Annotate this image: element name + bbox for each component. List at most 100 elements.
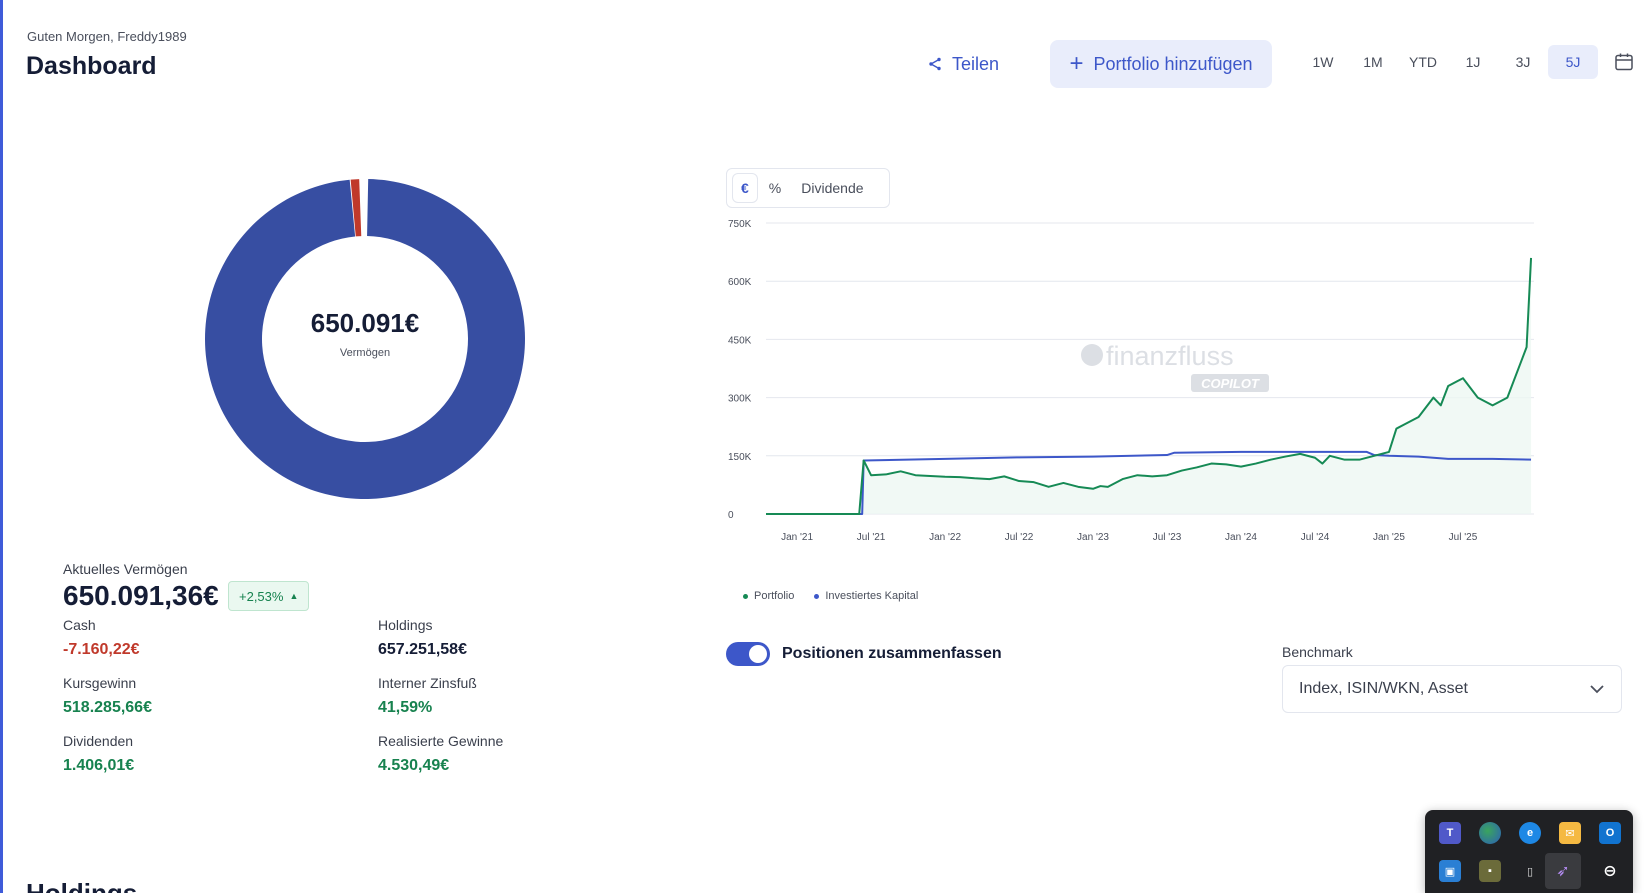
minus-circle-icon[interactable]: ⊖ xyxy=(1603,863,1617,880)
edge-icon[interactable]: e xyxy=(1519,822,1541,844)
allocation-donut-chart xyxy=(204,179,525,499)
x-tick-label: Jul '21 xyxy=(857,532,886,543)
stat-value: -7.160,22€ xyxy=(63,641,140,658)
benchmark-select[interactable]: Index, ISIN/WKN, Asset xyxy=(1282,665,1622,713)
stat-price-gain: Kursgewinn 518.285,66€ xyxy=(63,675,152,717)
merge-positions-row: Positionen zusammenfassen xyxy=(726,642,1002,666)
range-tab-3j[interactable]: 3J xyxy=(1515,54,1531,70)
plus-icon: + xyxy=(1069,50,1084,77)
donut-slice-holdings[interactable] xyxy=(204,179,525,499)
calendar-icon[interactable] xyxy=(1614,52,1634,72)
stat-label: Cash xyxy=(63,617,96,633)
chart-mode-toggle: € % Dividende xyxy=(726,168,890,208)
range-tab-1m[interactable]: 1M xyxy=(1363,54,1383,70)
greeting-text: Guten Morgen, Freddy1989 xyxy=(27,29,187,44)
legend-label: Portfolio xyxy=(754,590,795,602)
merge-positions-label: Positionen zusammenfassen xyxy=(782,645,1002,662)
add-portfolio-button[interactable]: + Portfolio hinzufügen xyxy=(1050,40,1272,88)
series-line-portfolio[interactable] xyxy=(766,257,1533,515)
donut-total-label: Vermögen xyxy=(339,347,391,359)
browser-icon[interactable] xyxy=(1479,822,1501,844)
series-line-investiertes-kapital[interactable] xyxy=(766,450,1532,515)
range-tab-1j[interactable]: 1J xyxy=(1465,54,1481,70)
x-tick-label: Jul '23 xyxy=(1153,532,1182,543)
x-tick-label: Jan '23 xyxy=(1077,532,1109,543)
x-tick-label: Jan '25 xyxy=(1373,532,1405,543)
mail-icon[interactable]: ✉ xyxy=(1559,822,1581,844)
donut-total-value: 650.091€ xyxy=(310,308,420,338)
legend-label: Investiertes Kapital xyxy=(825,590,919,602)
left-accent-bar xyxy=(0,0,3,893)
change-value: +2,53% xyxy=(239,588,284,604)
stat-label: Kursgewinn xyxy=(63,675,137,691)
x-tick-label: Jul '24 xyxy=(1301,532,1330,543)
triangle-up-icon: ▲ xyxy=(289,591,299,601)
holdings-section-heading: Holdings xyxy=(26,878,138,893)
watermark-sub: COPILOT xyxy=(1201,376,1260,391)
stat-realized-gains: Realisierte Gewinne 4.530,49€ xyxy=(378,733,503,775)
benchmark-placeholder: Index, ISIN/WKN, Asset xyxy=(1299,680,1468,697)
stat-irr: Interner Zinsfuß 41,59% xyxy=(378,675,477,717)
change-badge: +2,53% ▲ xyxy=(228,581,310,611)
watermark-logo-icon xyxy=(1081,344,1103,366)
outlook-icon[interactable]: O xyxy=(1599,822,1621,844)
legend-item-invested[interactable]: Investiertes Kapital xyxy=(814,590,918,602)
donut-center: 650.091€ Vermögen xyxy=(204,308,526,359)
y-tick-label: 150K xyxy=(728,452,752,463)
current-wealth-label: Aktuelles Vermögen xyxy=(63,561,188,577)
photos-icon[interactable]: ▪ xyxy=(1479,860,1501,882)
share-button[interactable]: Teilen xyxy=(928,46,999,82)
watermark-badge xyxy=(1191,374,1269,392)
chevron-down-icon xyxy=(1590,685,1604,694)
range-tab-ytd[interactable]: YTD xyxy=(1409,54,1437,70)
portfolio-area xyxy=(766,257,1532,514)
stat-value: 41,59% xyxy=(378,699,433,716)
stat-value: 518.285,66€ xyxy=(63,699,152,716)
legend-item-portfolio[interactable]: Portfolio xyxy=(743,590,794,602)
time-range-tabs: 1W 1M YTD 1J 3J 5J xyxy=(1298,45,1598,79)
switch-knob xyxy=(749,645,767,663)
teams-icon[interactable]: T xyxy=(1439,822,1461,844)
watermark-brand: finanzfluss xyxy=(1106,341,1234,371)
stat-label: Dividenden xyxy=(63,733,134,749)
stat-label: Interner Zinsfuß xyxy=(378,675,477,691)
benchmark-label: Benchmark xyxy=(1282,644,1353,660)
legend-dot-icon xyxy=(743,593,748,599)
stat-label: Realisierte Gewinne xyxy=(378,733,504,749)
x-tick-label: Jan '24 xyxy=(1225,532,1257,543)
add-portfolio-label: Portfolio hinzufügen xyxy=(1093,53,1253,74)
stat-value: 4.530,49€ xyxy=(378,757,450,774)
range-tab-1w[interactable]: 1W xyxy=(1312,54,1334,70)
y-tick-label: 0 xyxy=(728,510,734,521)
usb-drive-icon[interactable]: ▯ xyxy=(1526,865,1534,878)
stat-value: 1.406,01€ xyxy=(63,757,135,774)
stat-dividends: Dividenden 1.406,01€ xyxy=(63,733,134,775)
feather-icon[interactable]: ➶ xyxy=(1545,853,1581,889)
current-wealth-value: 650.091,36€ xyxy=(63,580,219,611)
x-tick-label: Jul '22 xyxy=(1005,532,1034,543)
chart-mode-euro[interactable]: € xyxy=(733,174,757,202)
portfolio-line-chart: 0 150K 300K 450K 600K 750K Jan '21 Jul '21 Jan '… xyxy=(728,219,1534,543)
x-tick-label: Jan '21 xyxy=(781,532,813,543)
share-icon xyxy=(929,57,941,71)
chart-mode-dividend[interactable]: Dividende xyxy=(801,180,864,196)
system-tray-overflow: T e ✉ O ▣ ▪ ▯ ➶ ⊖ xyxy=(1425,810,1633,893)
merge-positions-switch[interactable] xyxy=(726,642,770,666)
stat-holdings: Holdings 657.251,58€ xyxy=(378,617,467,659)
y-tick-label: 600K xyxy=(728,277,752,288)
donut-slice-cash[interactable] xyxy=(350,179,362,237)
stat-cash: Cash -7.160,22€ xyxy=(63,617,140,659)
y-tick-label: 300K xyxy=(728,394,752,405)
x-tick-label: Jan '22 xyxy=(929,532,961,543)
share-label: Teilen xyxy=(952,53,1000,74)
y-tick-label: 450K xyxy=(728,335,752,346)
chart-mode-percent[interactable]: % xyxy=(768,180,782,196)
page-title: Dashboard xyxy=(26,52,157,80)
chart-legend: Portfolio Investiertes Kapital xyxy=(743,590,918,602)
range-tab-5j[interactable]: 5J xyxy=(1548,45,1598,79)
legend-dot-icon xyxy=(814,593,820,599)
remote-desktop-icon[interactable]: ▣ xyxy=(1439,860,1461,882)
x-tick-label: Jul '25 xyxy=(1449,532,1478,543)
stat-value: 657.251,58€ xyxy=(378,641,467,658)
stat-label: Holdings xyxy=(378,617,433,633)
